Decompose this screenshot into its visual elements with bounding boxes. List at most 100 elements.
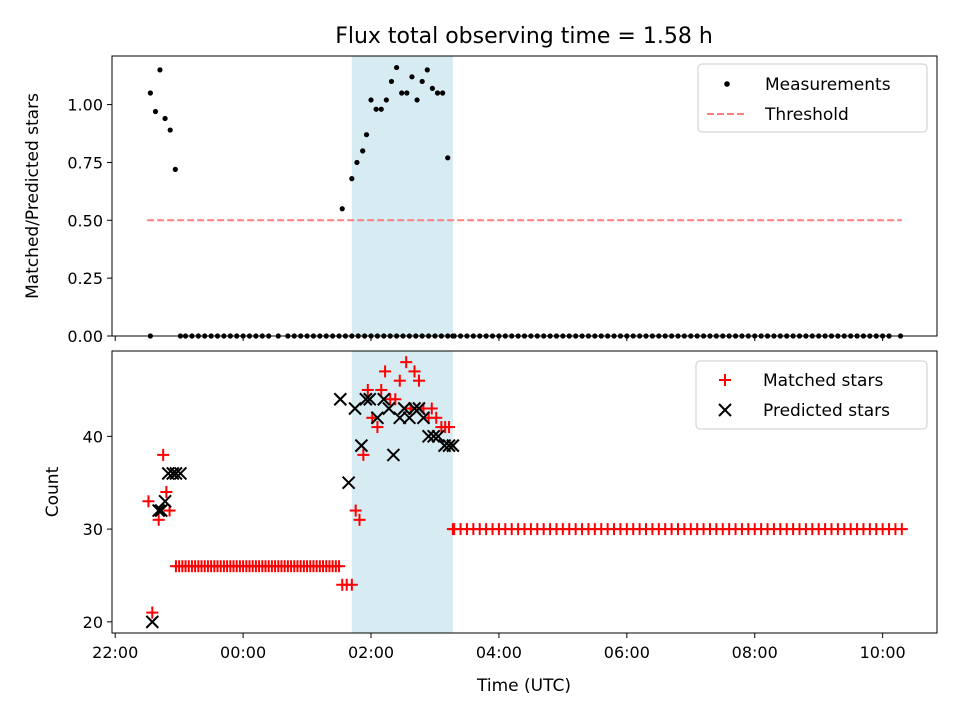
top-panel: 0.00 0.25 0.50 0.75 1.00 Flux total observin…	[23, 24, 938, 346]
measurement-point	[349, 176, 355, 182]
predicted-star-point	[431, 429, 445, 444]
predicted-star-point	[421, 429, 436, 444]
matched-star-point	[371, 421, 384, 434]
measurement-point	[429, 85, 436, 91]
measurement-point	[440, 90, 446, 96]
bottom-x-tick-label: 04:00	[476, 643, 522, 662]
top-y-tick-label: 0.00	[67, 327, 103, 346]
matched-star-point	[412, 374, 425, 387]
predicted-star-point	[158, 494, 172, 508]
bottom-y-tick-label: 20	[83, 613, 103, 632]
measurement-point	[360, 148, 366, 154]
legend-threshold-label: Threshold	[764, 105, 849, 125]
top-y-tick-label: 1.00	[67, 96, 103, 115]
legend-predicted-marker	[718, 403, 732, 417]
matched-star-point	[408, 365, 421, 378]
matched-star-point	[361, 383, 374, 396]
predicted-star-point	[370, 411, 385, 425]
predicted-star-point	[154, 503, 168, 518]
predicted-star-point	[359, 392, 373, 406]
measurement-point	[172, 166, 178, 172]
x-axis-label: Time (UTC)	[476, 676, 571, 696]
matched-star-point	[400, 356, 413, 369]
predicted-star-point	[382, 401, 396, 416]
bottom-legend-box	[695, 360, 928, 430]
top-x-ticks	[114, 336, 884, 341]
predicted-star-point	[145, 615, 159, 629]
top-legend: Measurements Threshold	[697, 63, 928, 133]
matched-star-point	[349, 504, 362, 517]
matched-star-point	[430, 411, 443, 424]
top-axes-frame	[111, 55, 938, 337]
matched-star-point	[379, 365, 392, 378]
predicted-star-point	[397, 401, 411, 416]
predicted-star-point	[377, 392, 391, 406]
legend-measurements-marker	[724, 81, 730, 87]
matched-star-point	[333, 560, 346, 573]
matched-star-point	[157, 448, 170, 461]
predicted-star-point	[151, 503, 166, 518]
bottom-x-ticks: 22:00 00:00 02:00 04:00 06:00 08:00 10:00	[92, 633, 906, 662]
measurement-point	[383, 97, 389, 103]
matched-star-point	[393, 374, 406, 387]
bottom-x-tick-label: 02:00	[348, 643, 394, 662]
top-y-tick-label: 0.25	[67, 269, 103, 288]
measurement-point	[354, 159, 360, 166]
measurement-point	[157, 67, 163, 73]
predicted-star-point	[333, 392, 348, 406]
measurement-point	[339, 206, 345, 212]
matched-star-point	[142, 495, 155, 508]
matched-star-point	[443, 421, 456, 434]
matched-star-point	[357, 448, 370, 461]
bottom-x-tick-label: 06:00	[604, 643, 650, 662]
predicted-star-point	[363, 392, 377, 406]
bottom-y-axis-label: Count	[43, 466, 63, 517]
legend-measurements-label: Measurements	[765, 75, 891, 95]
measurement-point	[414, 97, 420, 103]
predicted-star-point	[386, 448, 401, 462]
predicted-star-point	[416, 411, 431, 425]
matched-star-point	[375, 383, 388, 396]
predicted-star-point	[348, 401, 362, 416]
matched-star-point	[152, 513, 165, 526]
matched-star-point	[345, 578, 358, 591]
measurement-point	[167, 127, 173, 133]
measurement-point	[404, 90, 410, 96]
matched-star-point	[425, 402, 438, 415]
matched-stars-points	[142, 356, 908, 619]
measurement-point	[388, 78, 395, 85]
bottom-x-tick-label: 08:00	[732, 643, 778, 662]
predicted-star-point	[354, 438, 369, 453]
bottom-x-tick-label: 22:00	[92, 643, 138, 662]
measurement-point	[378, 106, 384, 112]
bottom-axes-frame	[111, 350, 938, 634]
measurement-point	[393, 64, 400, 71]
predicted-star-point	[341, 476, 356, 490]
matched-star-point	[895, 523, 908, 536]
predicted-star-point	[173, 466, 188, 481]
matched-star-point	[160, 486, 173, 498]
predicted-star-point	[426, 429, 441, 444]
top-observing-span	[351, 56, 453, 336]
measurement-point	[363, 132, 370, 138]
measurement-point	[162, 115, 168, 122]
top-y-tick-label: 0.75	[67, 153, 103, 172]
chart-title: Flux total observing time = 1.58 h	[335, 24, 713, 49]
bottom-y-tick-label: 30	[83, 520, 103, 539]
bottom-legend: Matched stars Predicted stars	[695, 360, 928, 430]
measurement-point	[419, 78, 425, 85]
measurement-point	[409, 74, 415, 80]
predicted-star-point	[442, 438, 456, 453]
bottom-y-ticks: 20 30 40	[83, 427, 112, 632]
measurement-point	[368, 97, 374, 103]
top-y-ticks: 0.00 0.25 0.50 0.75 1.00	[67, 96, 112, 346]
legend-matched-marker	[719, 374, 731, 386]
matched-star-point	[353, 513, 366, 526]
measurement-point	[445, 155, 451, 161]
measurement-point	[152, 108, 159, 115]
legend-matched-label: Matched stars	[763, 371, 883, 391]
measurement-point	[434, 90, 441, 96]
predicted-stars-points	[145, 392, 460, 629]
predicted-star-point	[169, 466, 183, 481]
